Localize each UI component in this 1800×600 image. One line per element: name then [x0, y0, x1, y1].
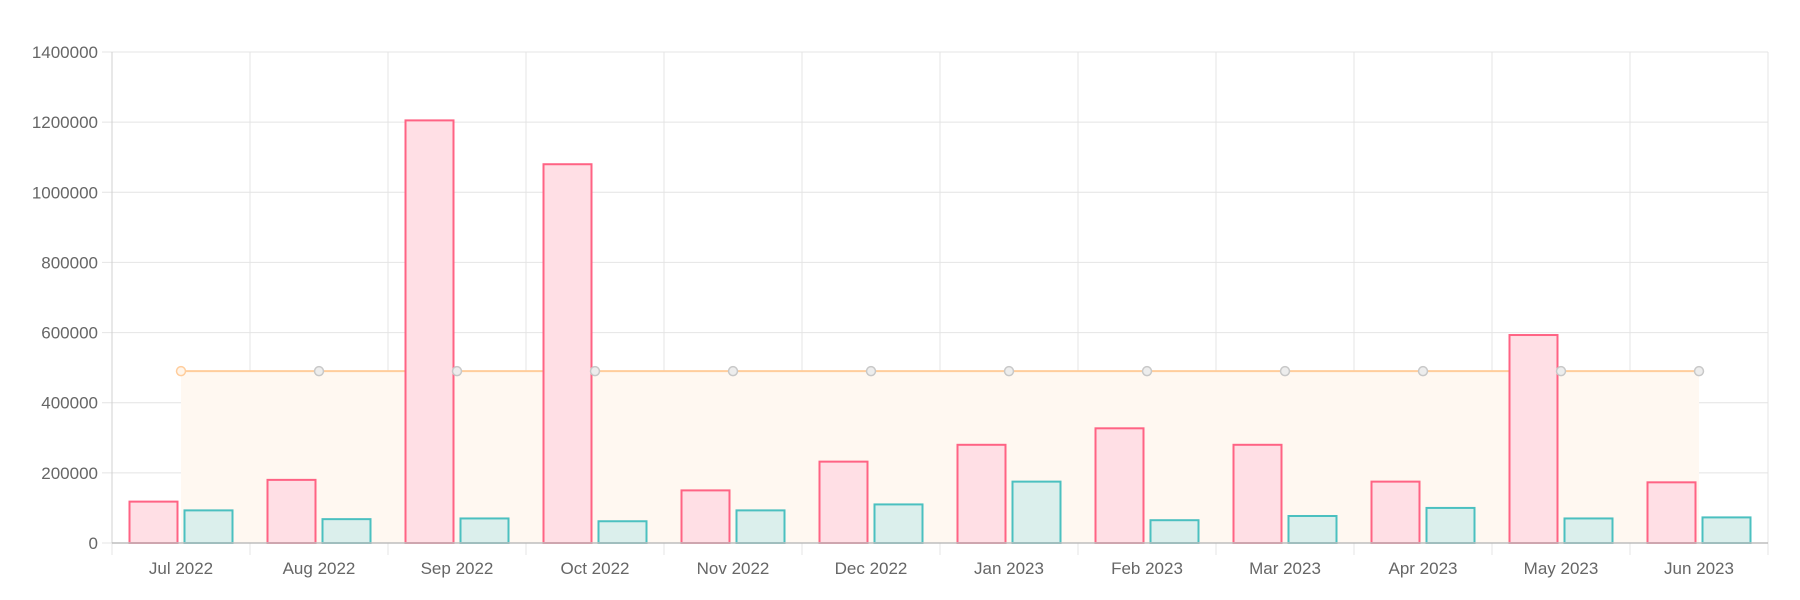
x-tick-label: Oct 2022 — [561, 559, 630, 578]
x-tick-label: Jun 2023 — [1664, 559, 1734, 578]
bar — [1370, 480, 1421, 544]
y-tick-label: 1000000 — [32, 183, 98, 202]
bar — [183, 509, 234, 545]
bar — [1646, 481, 1697, 544]
bar — [404, 119, 455, 544]
x-tick-label: Jan 2023 — [974, 559, 1044, 578]
y-tick-label: 200000 — [41, 464, 98, 483]
y-tick-label: 1400000 — [32, 43, 98, 62]
data-point — [451, 365, 463, 377]
x-tick-label: Dec 2022 — [835, 559, 908, 578]
x-tick-label: Nov 2022 — [697, 559, 770, 578]
x-tick-label: May 2023 — [1524, 559, 1599, 578]
bar — [1701, 516, 1752, 544]
y-tick-label: 400000 — [41, 394, 98, 413]
bar-series — [128, 119, 1752, 545]
bar — [956, 443, 1007, 544]
bar — [266, 478, 317, 544]
bar — [1149, 519, 1200, 544]
bar — [1232, 443, 1283, 544]
data-point — [589, 365, 601, 377]
y-tick-label: 600000 — [41, 324, 98, 343]
data-point — [865, 365, 877, 377]
data-point — [1555, 365, 1567, 377]
data-point — [727, 365, 739, 377]
bar — [680, 489, 731, 544]
x-tick-label: Jul 2022 — [149, 559, 213, 578]
x-tick-label: Aug 2022 — [283, 559, 356, 578]
data-point — [1417, 365, 1429, 377]
bar — [597, 520, 648, 545]
bar — [1287, 514, 1338, 544]
y-tick-label: 800000 — [41, 253, 98, 272]
x-tick-label: Feb 2023 — [1111, 559, 1183, 578]
bar — [735, 509, 786, 545]
x-tick-label: Sep 2022 — [421, 559, 494, 578]
bar — [1011, 480, 1062, 544]
bar — [459, 517, 510, 545]
bar — [1425, 506, 1476, 544]
bar — [542, 163, 593, 544]
y-tick-label: 0 — [89, 534, 98, 553]
line-points — [175, 365, 1705, 377]
data-point — [1279, 365, 1291, 377]
data-point — [313, 365, 325, 377]
bar — [128, 500, 179, 545]
bar — [818, 460, 869, 544]
y-tick-label: 1200000 — [32, 113, 98, 132]
bar — [1508, 334, 1559, 544]
data-point — [1003, 365, 1015, 377]
bar — [873, 503, 924, 544]
x-tick-label: Mar 2023 — [1249, 559, 1321, 578]
data-point — [175, 365, 187, 377]
data-point — [1141, 365, 1153, 377]
x-tick-label: Apr 2023 — [1389, 559, 1458, 578]
data-point — [1693, 365, 1705, 377]
bar — [1563, 517, 1614, 545]
bar — [1094, 427, 1145, 545]
axes: 0 200000 400000 600000 800000 1000000 1200000 1… — [32, 43, 1768, 578]
bar — [321, 518, 372, 544]
